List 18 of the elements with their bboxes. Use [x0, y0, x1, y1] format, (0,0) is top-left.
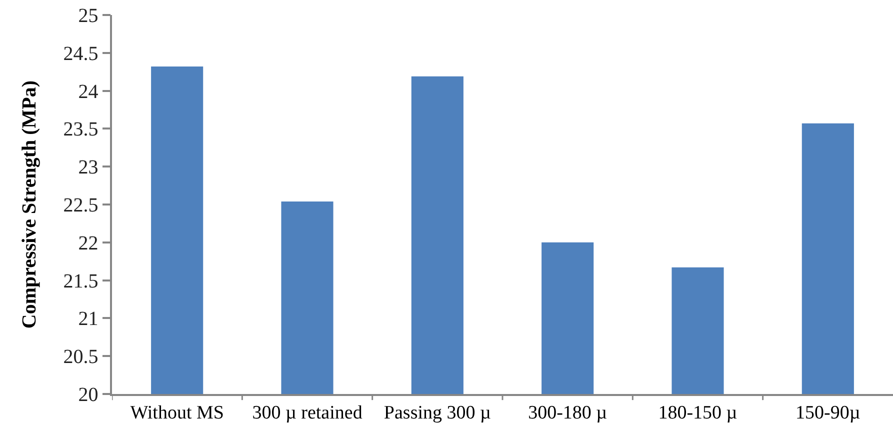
- y-tick-label: 20: [78, 384, 98, 406]
- y-tick-label: 21: [78, 308, 98, 330]
- y-tick-label: 23.5: [63, 118, 98, 141]
- y-tick-label: 25: [78, 5, 98, 27]
- x-tick-label: 300 µ retained: [252, 402, 363, 424]
- y-tick-label: 23: [78, 156, 98, 179]
- x-tick-label: 180-150 µ: [658, 402, 738, 424]
- y-tick-label: 24.5: [63, 42, 98, 65]
- y-axis-title: Compressive Strength (MPa): [18, 80, 40, 329]
- x-tick-label: 150-90µ: [796, 402, 860, 424]
- y-tick-label: 20.5: [63, 346, 98, 368]
- y-tick-label: 22: [78, 232, 98, 254]
- x-tick-label: Passing 300 µ: [384, 402, 491, 424]
- y-tick-label: 22.5: [63, 194, 98, 216]
- x-tick-label: Without MS: [130, 402, 224, 424]
- y-tick-label: 21.5: [63, 270, 98, 292]
- x-tick-label: 300-180 µ: [528, 402, 608, 424]
- y-tick-label: 24: [78, 80, 98, 103]
